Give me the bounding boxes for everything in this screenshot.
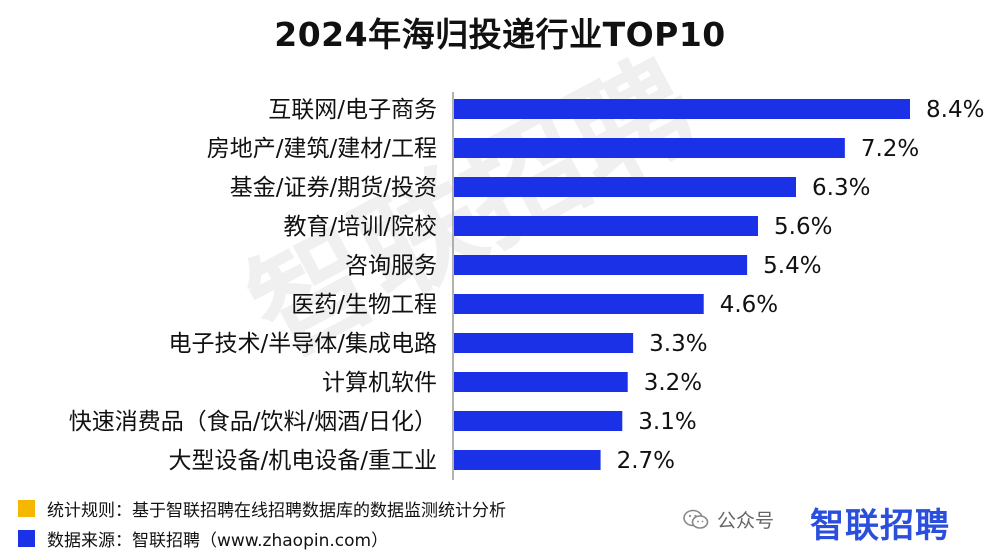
value-label-8: 3.2% <box>644 370 702 396</box>
bar-7 <box>454 333 634 353</box>
value-label-1: 8.4% <box>926 97 984 123</box>
bar-2 <box>454 138 845 158</box>
value-label-7: 3.3% <box>649 331 707 357</box>
bar-8 <box>454 372 628 392</box>
bar-10 <box>454 450 601 470</box>
footer: 统计规则：基于智联招聘在线招聘数据库的数据监测统计分析 数据来源：智联招聘（ww… <box>0 488 1000 559</box>
value-label-4: 5.6% <box>774 214 832 240</box>
category-label-1: 互联网/电子商务 <box>268 97 437 123</box>
bar-9 <box>454 411 623 431</box>
data-source-text: 数据来源：智联招聘（www.zhaopin.com） <box>47 531 389 551</box>
wechat-icon <box>683 509 709 529</box>
stat-rule-note: 统计规则：基于智联招聘在线招聘数据库的数据监测统计分析 <box>18 496 506 521</box>
yellow-square-icon <box>18 500 35 517</box>
value-label-9: 3.1% <box>638 409 696 435</box>
bar-4 <box>454 216 758 236</box>
value-label-5: 5.4% <box>763 253 821 279</box>
value-label-6: 4.6% <box>720 292 778 318</box>
category-label-10: 大型设备/机电设备/重工业 <box>169 448 438 474</box>
category-label-4: 教育/培训/院校 <box>284 214 438 240</box>
data-source-note: 数据来源：智联招聘（www.zhaopin.com） <box>18 526 388 551</box>
wechat-label: 公众号 <box>717 510 775 532</box>
bar-5 <box>454 255 748 275</box>
value-labels-group: 8.4% 7.2% 6.3% 5.6% 5.4% 4.6% 3.3% 3.2% 3.1% 2.7% <box>617 97 985 474</box>
category-label-6: 医药/生物工程 <box>291 292 437 318</box>
brand-logo: 智联招聘 <box>810 506 950 546</box>
category-label-7: 电子技术/半导体/集成电路 <box>169 331 438 357</box>
blue-square-icon <box>18 530 35 547</box>
bar-6 <box>454 294 704 314</box>
category-label-3: 基金/证券/期货/投资 <box>230 175 437 201</box>
category-label-8: 计算机软件 <box>322 370 437 396</box>
category-label-2: 房地产/建筑/建材/工程 <box>207 136 437 162</box>
value-label-2: 7.2% <box>861 136 919 162</box>
category-label-9: 快速消费品（食品/饮料/烟酒/日化） <box>69 409 437 435</box>
value-label-3: 6.3% <box>812 175 870 201</box>
category-label-5: 咨询服务 <box>345 253 437 279</box>
wechat-account: 公众号 <box>683 506 774 533</box>
value-label-10: 2.7% <box>617 448 675 474</box>
category-labels-group: 互联网/电子商务房地产/建筑/建材/工程基金/证券/期货/投资教育/培训/院校咨… <box>69 97 437 474</box>
bars-group <box>454 99 910 470</box>
chart-title: 2024年海归投递行业TOP10 <box>274 15 726 54</box>
stat-rule-text: 统计规则：基于智联招聘在线招聘数据库的数据监测统计分析 <box>47 501 506 521</box>
bar-chart: 互联网/电子商务房地产/建筑/建材/工程基金/证券/期货/投资教育/培训/院校咨… <box>69 92 985 480</box>
bar-3 <box>454 177 796 197</box>
bar-1 <box>454 99 910 119</box>
